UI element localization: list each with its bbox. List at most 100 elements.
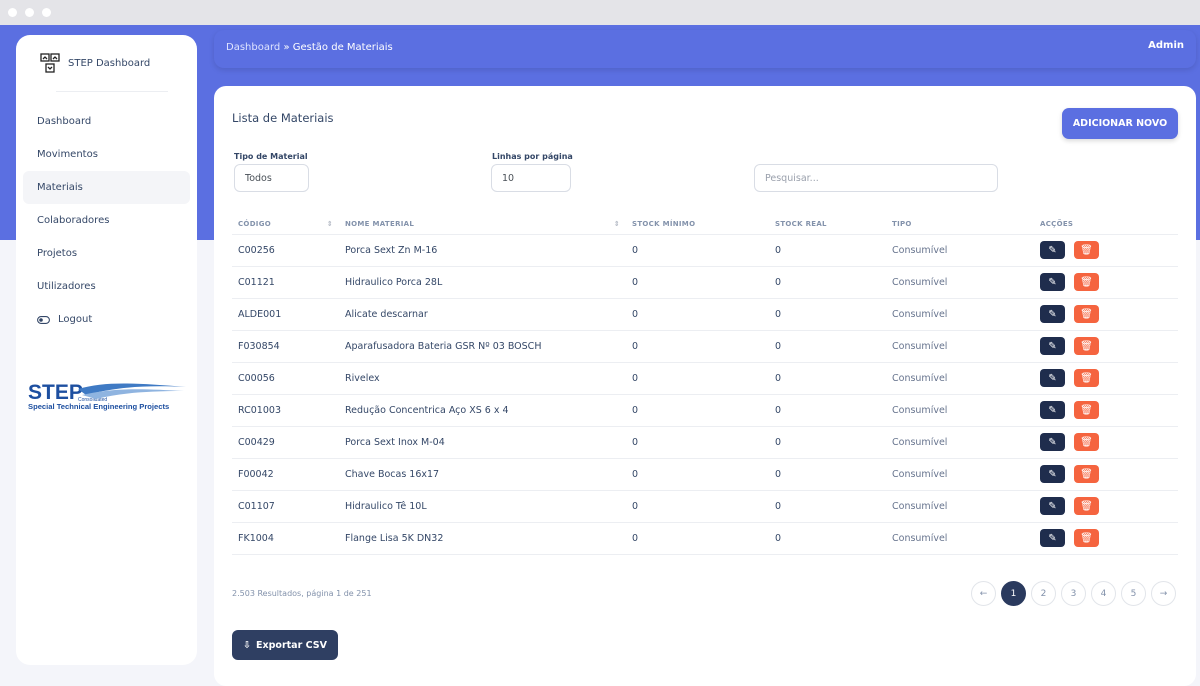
type-cell: Consumível bbox=[886, 394, 1034, 427]
edit-button[interactable]: ✎ bbox=[1040, 497, 1065, 515]
sidebar-item-projetos[interactable]: Projetos bbox=[23, 237, 190, 270]
sidebar-item-label: Dashboard bbox=[37, 116, 92, 127]
delete-button[interactable]: 🗑︎ bbox=[1074, 401, 1099, 419]
type-cell: Consumível bbox=[886, 234, 1034, 267]
column-header-label: ACÇÕES bbox=[1040, 219, 1074, 228]
stock-real-cell: 0 bbox=[769, 362, 886, 395]
edit-button[interactable]: ✎ bbox=[1040, 273, 1065, 291]
page-button-5[interactable]: 5 bbox=[1121, 581, 1146, 606]
delete-button[interactable]: 🗑︎ bbox=[1074, 433, 1099, 451]
cloud-download-icon: ⇩ bbox=[243, 639, 252, 651]
page-button-1[interactable]: 1 bbox=[1001, 581, 1026, 606]
edit-button[interactable]: ✎ bbox=[1040, 369, 1065, 387]
edit-button[interactable]: ✎ bbox=[1040, 529, 1065, 547]
edit-button[interactable]: ✎ bbox=[1040, 433, 1065, 451]
window-dot[interactable] bbox=[8, 8, 17, 17]
sidebar-item-materiais[interactable]: Materiais bbox=[23, 171, 190, 204]
edit-icon: ✎ bbox=[1048, 436, 1057, 448]
stock-real-cell: 0 bbox=[769, 330, 886, 363]
type-filter-label: Tipo de Material bbox=[234, 152, 308, 161]
next-page-button[interactable]: → bbox=[1151, 581, 1176, 606]
search-input[interactable]: Pesquisar... bbox=[754, 164, 998, 192]
trash-icon: 🗑︎ bbox=[1080, 276, 1093, 288]
window-dot[interactable] bbox=[42, 8, 51, 17]
export-csv-button[interactable]: ⇩ Exportar CSV bbox=[232, 630, 338, 660]
name-cell: Porca Sext Zn M-16 bbox=[339, 234, 626, 267]
code-cell: F030854 bbox=[232, 330, 339, 363]
stock-real-cell: 0 bbox=[769, 522, 886, 555]
edit-icon: ✎ bbox=[1048, 500, 1057, 512]
sidebar-item-label: Projetos bbox=[37, 248, 78, 259]
sidebar-item-logout[interactable]: Logout bbox=[23, 303, 190, 336]
sidebar-item-colaboradores[interactable]: Colaboradores bbox=[23, 204, 190, 237]
sidebar-item-utilizadores[interactable]: Utilizadores bbox=[23, 270, 190, 303]
type-filter-select[interactable]: Todos bbox=[234, 164, 309, 192]
column-header[interactable]: CÓDIGO ⇕ bbox=[232, 214, 339, 235]
sort-icon[interactable]: ⇕ bbox=[326, 219, 333, 228]
delete-button[interactable]: 🗑︎ bbox=[1074, 369, 1099, 387]
sidebar-item-movimentos[interactable]: Movimentos bbox=[23, 138, 190, 171]
trash-icon: 🗑︎ bbox=[1080, 372, 1093, 384]
prev-page-button[interactable]: ← bbox=[971, 581, 996, 606]
sidebar-item-label: Colaboradores bbox=[37, 215, 110, 226]
trash-icon: 🗑︎ bbox=[1080, 532, 1093, 544]
edit-icon: ✎ bbox=[1048, 276, 1057, 288]
table-row: FK1004 Flange Lisa 5K DN32 0 0 Consumível ✎ 🗑︎ bbox=[232, 522, 1178, 555]
user-menu[interactable]: Admin bbox=[1148, 40, 1184, 51]
brand-name: STEP Dashboard bbox=[68, 57, 151, 69]
sidebar-nav: Dashboard Movimentos Materiais Colaborad… bbox=[23, 105, 190, 336]
code-cell: RC01003 bbox=[232, 394, 339, 427]
edit-button[interactable]: ✎ bbox=[1040, 305, 1065, 323]
stock-real-cell: 0 bbox=[769, 394, 886, 427]
edit-button[interactable]: ✎ bbox=[1040, 337, 1065, 355]
delete-button[interactable]: 🗑︎ bbox=[1074, 529, 1099, 547]
export-csv-label: Exportar CSV bbox=[256, 639, 327, 651]
edit-icon: ✎ bbox=[1048, 244, 1057, 256]
column-header: ACÇÕES bbox=[1034, 214, 1178, 235]
window-chrome bbox=[0, 0, 1200, 25]
sidebar-item-dashboard[interactable]: Dashboard bbox=[23, 105, 190, 138]
page-button-3[interactable]: 3 bbox=[1061, 581, 1086, 606]
code-cell: C00429 bbox=[232, 426, 339, 459]
breadcrumb-separator: » bbox=[283, 42, 290, 53]
name-cell: Aparafusadora Bateria GSR Nº 03 BOSCH bbox=[339, 330, 626, 363]
column-header-label: STOCK MÍNIMO bbox=[632, 219, 696, 228]
rows-per-page-select[interactable]: 10 bbox=[491, 164, 571, 192]
breadcrumb: Dashboard » Gestão de Materiais bbox=[226, 42, 393, 53]
column-header[interactable]: NOME MATERIAL ⇕ bbox=[339, 214, 626, 235]
table-row: C00429 Porca Sext Inox M-04 0 0 Consumível ✎ 🗑… bbox=[232, 426, 1178, 459]
name-cell: Alicate descarnar bbox=[339, 298, 626, 331]
sort-icon[interactable]: ⇕ bbox=[613, 219, 620, 228]
page-button-4[interactable]: 4 bbox=[1091, 581, 1116, 606]
trash-icon: 🗑︎ bbox=[1080, 468, 1093, 480]
actions-cell: ✎ 🗑︎ bbox=[1034, 490, 1178, 523]
stock-min-cell: 0 bbox=[626, 362, 769, 395]
delete-button[interactable]: 🗑︎ bbox=[1074, 337, 1099, 355]
type-cell: Consumível bbox=[886, 522, 1034, 555]
edit-button[interactable]: ✎ bbox=[1040, 241, 1065, 259]
column-header-label: TIPO bbox=[892, 219, 912, 228]
column-header: STOCK REAL bbox=[769, 214, 886, 235]
breadcrumb-link-dashboard[interactable]: Dashboard bbox=[226, 42, 281, 53]
table-row: C00256 Porca Sext Zn M-16 0 0 Consumível ✎ 🗑︎ bbox=[232, 234, 1178, 267]
code-cell: C01121 bbox=[232, 266, 339, 299]
page-button-2[interactable]: 2 bbox=[1031, 581, 1056, 606]
type-cell: Consumível bbox=[886, 266, 1034, 299]
stock-real-cell: 0 bbox=[769, 298, 886, 331]
edit-button[interactable]: ✎ bbox=[1040, 401, 1065, 419]
delete-button[interactable]: 🗑︎ bbox=[1074, 465, 1099, 483]
sidebar-item-label: Utilizadores bbox=[37, 281, 96, 292]
toggle-icon bbox=[37, 315, 50, 324]
add-new-button[interactable]: ADICIONAR NOVO bbox=[1062, 108, 1178, 139]
code-cell: C00056 bbox=[232, 362, 339, 395]
delete-button[interactable]: 🗑︎ bbox=[1074, 273, 1099, 291]
type-cell: Consumível bbox=[886, 362, 1034, 395]
edit-button[interactable]: ✎ bbox=[1040, 465, 1065, 483]
brand[interactable]: STEP Dashboard bbox=[40, 53, 150, 73]
delete-button[interactable]: 🗑︎ bbox=[1074, 305, 1099, 323]
window-dot[interactable] bbox=[25, 8, 34, 17]
code-cell: ALDE001 bbox=[232, 298, 339, 331]
type-cell: Consumível bbox=[886, 298, 1034, 331]
delete-button[interactable]: 🗑︎ bbox=[1074, 241, 1099, 259]
delete-button[interactable]: 🗑︎ bbox=[1074, 497, 1099, 515]
